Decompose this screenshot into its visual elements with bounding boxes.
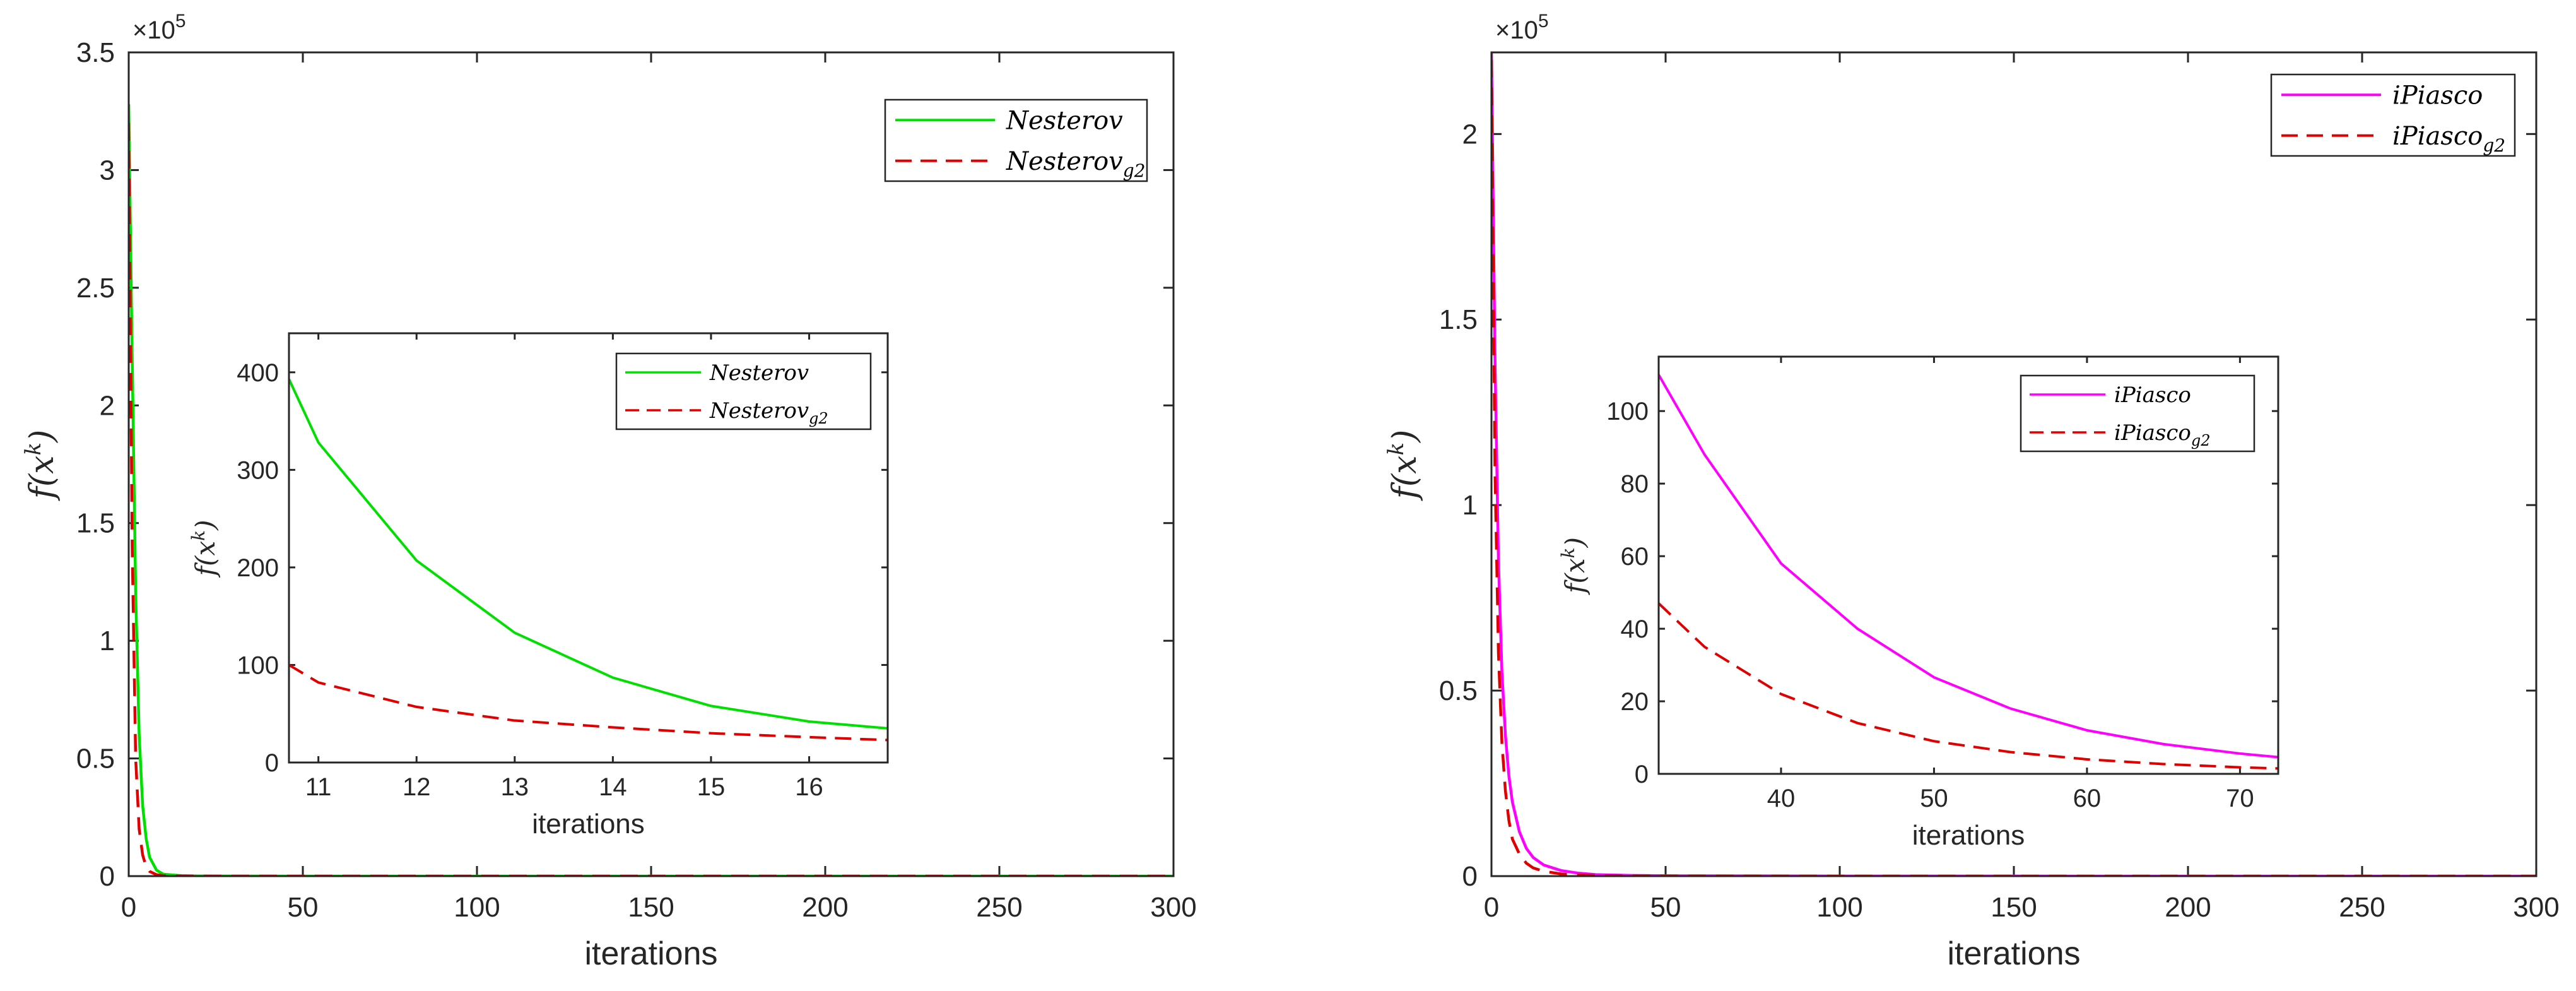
chart-1-inset-xtick-label: 15	[697, 773, 726, 801]
chart-2-inset-legend-label: iPiasco	[2114, 383, 2191, 408]
chart-2-inset-ytick-label: 20	[1621, 688, 1649, 716]
chart-1-ytick-label: 2.5	[76, 273, 115, 304]
chart-1-inset-ytick-label: 300	[237, 456, 279, 484]
chart-2-inset-legend-label: iPiascog2	[2114, 420, 2211, 449]
chart-1-inset-xlabel: iterations	[532, 809, 645, 840]
chart-2-inset-ytick-label: 0	[1635, 761, 1649, 788]
chart-1-legend: Nesterov Nesterovg2	[884, 98, 1148, 182]
chart-1-legend-label: Nesterov	[1006, 106, 1123, 135]
chart-1-inset-ytick-label: 400	[237, 359, 279, 387]
chart-1-inset-legend-label: Nesterovg2	[709, 398, 828, 427]
chart-1-inset-legend-label: Nesterov	[709, 360, 809, 386]
chart-1-inset-ytick-label: 100	[237, 651, 279, 679]
chart-1-inset-xtick-label: 14	[599, 773, 627, 801]
chart-1-legend-label: Nesterovg2	[1006, 147, 1146, 181]
chart-1-frame	[127, 51, 1175, 877]
chart-1-exponent-label: ×105	[132, 11, 186, 44]
chart-1-ytick-label: 2	[100, 390, 115, 421]
chart-1-ylabel: f(xk)	[21, 430, 61, 502]
chart-2-legend-box	[2270, 73, 2516, 157]
chart-2-inset-legend-box	[2020, 374, 2255, 453]
chart-1-legend-box	[884, 98, 1148, 182]
chart-2-inset-xtick-label: 40	[1767, 785, 1796, 812]
chart-2-inset-xtick-label: 50	[1920, 785, 1948, 812]
chart-1-series-nesterov-line	[129, 104, 1173, 876]
chart-1-xtick-label: 300	[1150, 892, 1196, 923]
chart-2-inset-series-ipiasco-line	[1659, 374, 2278, 759]
chart-1-ytick-label: 0	[100, 861, 115, 892]
chart-2-inset-axes: 40 50 60 70 0 20 40 60 80 100 iterations f(xk)	[1558, 355, 2279, 851]
chart-2-inset-ytick-label: 40	[1621, 615, 1649, 643]
chart-2-ytick-label: 0	[1462, 861, 1478, 892]
chart-2-xtick-label: 0	[1484, 892, 1499, 923]
chart-1-inset-xtick-label: 16	[795, 773, 823, 801]
chart-2-inset-xlabel: iterations	[1912, 820, 2025, 851]
chart-2-xtick-label: 250	[2339, 892, 2385, 923]
chart-1-inset-series-nesterov-g2-line	[289, 663, 888, 742]
chart-1-inset-legend: Nesterov Nesterovg2	[615, 352, 872, 430]
chart-2-legend-label: iPiasco	[2392, 81, 2483, 110]
chart-2-inset-legend: iPiasco iPiascog2	[2020, 374, 2255, 453]
chart-2-inset-series-ipiasco-g2-line	[1659, 602, 2278, 770]
chart-2-xtick-label: 150	[1991, 892, 2037, 923]
chart-2-inset-ytick-label: 80	[1621, 470, 1649, 498]
chart-2-frame	[1490, 51, 2538, 877]
chart-2-inset-xtick-label: 70	[2226, 785, 2254, 812]
chart-1-xtick-label: 200	[802, 892, 848, 923]
chart-1-ytick-label: 1	[100, 626, 115, 656]
chart-2-xlabel: iterations	[1948, 935, 2081, 972]
chart-2-legend: iPiasco iPiascog2	[2270, 73, 2516, 157]
chart-2-exponent-label: ×105	[1495, 11, 1549, 44]
chart-2-inset-ytick-label: 100	[1606, 398, 1649, 425]
chart-2-inset-frame	[1657, 355, 2279, 775]
chart-1-xlabel: iterations	[585, 935, 718, 972]
chart-1-xtick-label: 100	[454, 892, 500, 923]
chart-1-xtick-label: 50	[288, 892, 319, 923]
chart-1-inset-xtick-label: 11	[305, 773, 332, 801]
chart-1-inset-ylabel: f(xk)	[188, 520, 221, 578]
chart-1-inset-xtick-label: 13	[501, 773, 529, 801]
chart-1-xtick-label: 0	[121, 892, 136, 923]
chart-1-ytick-label: 3.5	[76, 37, 115, 68]
chart-2-legend-label: iPiascog2	[2392, 122, 2505, 156]
chart-2-ytick-label: 0.5	[1439, 675, 1478, 706]
chart-2-ytick-label: 1	[1462, 490, 1478, 521]
chart-1-xtick-label: 250	[976, 892, 1022, 923]
chart-1-inset-series-nesterov-line	[289, 378, 888, 730]
chart-2-inset-ytick-label: 60	[1621, 543, 1649, 571]
chart-1-inset-ytick-label: 0	[265, 749, 279, 777]
chart-2-xtick-label: 50	[1650, 892, 1681, 923]
chart-2-inset-ylabel: f(xk)	[1558, 537, 1591, 595]
chart-1-inset-xtick-label: 12	[403, 773, 431, 801]
chart-1-ytick-label: 0.5	[76, 744, 115, 774]
chart-1-series-nesterov-g2-line	[129, 122, 1173, 876]
chart-1-inset-ytick-label: 200	[237, 554, 279, 582]
chart-1-xtick-label: 150	[628, 892, 674, 923]
chart-2-ylabel: f(xk)	[1384, 430, 1424, 502]
chart-2-xtick-label: 100	[1816, 892, 1862, 923]
chart-2-ytick-label: 1.5	[1439, 304, 1478, 335]
chart-2-inset-xtick-label: 60	[2073, 785, 2102, 812]
chart-1-ytick-label: 3	[100, 155, 115, 186]
chart-1-inset-legend-box	[615, 352, 872, 430]
chart-1-inset-frame	[288, 332, 889, 764]
chart-2-ytick-label: 2	[1462, 119, 1478, 150]
chart-2-xtick-label: 200	[2165, 892, 2211, 923]
chart-2-xtick-label: 300	[2513, 892, 2559, 923]
chart-1-ytick-label: 1.5	[76, 508, 115, 539]
